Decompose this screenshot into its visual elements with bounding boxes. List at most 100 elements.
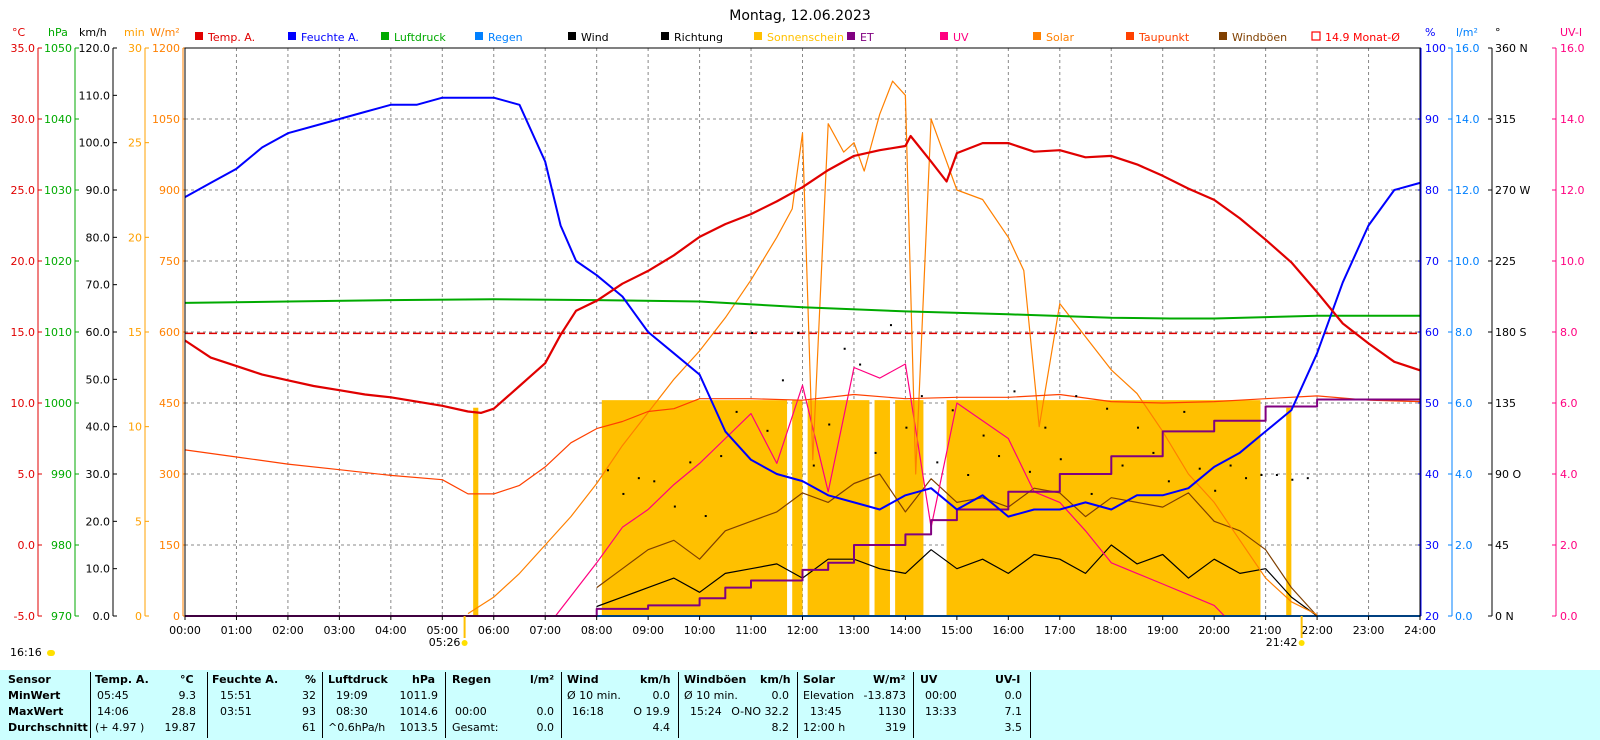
series-line-et [185, 398, 1420, 617]
x-tick-label: 08:00 [581, 624, 613, 637]
pressure-min-time: 19:09 [336, 689, 368, 702]
solar-elevation-label: Elevation [803, 689, 855, 702]
x-tick-label: 01:00 [221, 624, 253, 637]
axis-tick-pressure: 1010 [44, 326, 72, 339]
x-tick-label: 19:00 [1147, 624, 1179, 637]
axis-tick-uvi: 0.0 [1560, 610, 1578, 623]
pressure-avg: 1013.5 [399, 721, 439, 734]
axis-tick-humidity: 100 [1425, 42, 1446, 55]
x-tick-label: 14:00 [890, 624, 922, 637]
axis-tick-temp: 25.0 [11, 184, 36, 197]
axis-tick-humidity: 90 [1425, 113, 1439, 126]
direction-point [766, 429, 769, 432]
wind-avg10: 0.0 [652, 689, 671, 702]
gusts-header: Windböen [684, 673, 747, 686]
axis-tick-rain: 12.0 [1455, 184, 1480, 197]
axis-unit-uvi: UV-I [1560, 26, 1582, 39]
series-line-wind [596, 544, 1318, 617]
direction-point [1075, 395, 1078, 398]
current-time-label: 16:16 [10, 646, 56, 659]
legend-marker [754, 32, 762, 40]
x-tick-label: 06:00 [478, 624, 510, 637]
temp-avg-extra: (+ 4.97 ) [95, 721, 145, 734]
direction-point [653, 480, 656, 483]
axis-tick-humidity: 20 [1425, 610, 1439, 623]
axis-tick-direction: 90 O [1495, 468, 1521, 481]
direction-point [936, 461, 939, 464]
x-tick-label: 09:00 [632, 624, 664, 637]
axis-tick-pressure: 980 [51, 539, 72, 552]
axis-tick-solar: 0 [173, 610, 180, 623]
x-tick-label: 23:00 [1353, 624, 1385, 637]
stats-table: Sensor MinWert MaxWert Durchschnitt Temp… [0, 670, 1600, 740]
series-line-windb-en [596, 473, 1318, 617]
direction-point [735, 410, 738, 413]
sunrise-dot [461, 640, 468, 646]
direction-point [1106, 407, 1109, 410]
gusts-unit: km/h [760, 673, 791, 686]
axis-tick-humidity: 60 [1425, 326, 1439, 339]
pressure-max: 1014.6 [399, 705, 439, 718]
series-line-uv [555, 363, 1225, 617]
stats-divider [561, 672, 562, 738]
solar-avg: 319 [885, 721, 906, 734]
legend-marker [661, 32, 669, 40]
direction-point [1136, 426, 1139, 429]
legend-marker [847, 32, 855, 40]
uv-min-time: 00:00 [925, 689, 957, 702]
axis-tick-sunmin: 15 [128, 326, 142, 339]
x-tick-label: 18:00 [1095, 624, 1127, 637]
axis-tick-temp: 30.0 [11, 113, 36, 126]
axis-tick-sunmin: 20 [128, 231, 142, 244]
weather-chart: Montag, 12.06.2023 Temp. A. Feuchte A. Luf… [11, 8, 1585, 649]
legend-label: Luftdruck [394, 31, 446, 44]
sunshine-bar [895, 400, 924, 616]
axis-tick-wind: 110.0 [79, 89, 111, 102]
solar-header: Solar [803, 673, 836, 686]
axis-unit-pressure: hPa [48, 26, 68, 39]
legend-marker [1311, 31, 1321, 41]
axis-tick-humidity: 40 [1425, 468, 1439, 481]
direction-point [1198, 467, 1201, 470]
direction-point [982, 434, 985, 437]
temp-header: Temp. A. [95, 673, 149, 686]
axis-tick-wind: 10.0 [86, 563, 111, 576]
axis-tick-solar: 1050 [152, 113, 180, 126]
axis-tick-rain: 8.0 [1455, 326, 1473, 339]
x-tick-label: 16:00 [992, 624, 1024, 637]
direction-point [1260, 474, 1263, 476]
axis-tick-solar: 150 [159, 539, 180, 552]
humidity-avg: 61 [302, 721, 316, 734]
axis-tick-sunmin: 0 [135, 610, 142, 623]
x-tick-label: 17:00 [1044, 624, 1076, 637]
legend-label: Richtung [674, 31, 723, 44]
sunshine-bar [807, 400, 870, 616]
sunshine-bar [473, 407, 479, 616]
axis-tick-uvi: 10.0 [1560, 255, 1585, 268]
pressure-header: Luftdruck [328, 673, 388, 686]
stats-divider [913, 672, 914, 738]
axis-tick-uvi: 4.0 [1560, 468, 1578, 481]
axis-tick-uvi: 14.0 [1560, 113, 1585, 126]
legend-marker [195, 32, 203, 40]
uv-unit: UV-I [995, 673, 1021, 686]
x-tick-label: 13:00 [838, 624, 870, 637]
axes: °C hPa km/h min W/m²% l/m² ° UV-I 35.0 30.0 25.0 20… [11, 26, 1585, 623]
axis-unit-direction: ° [1495, 26, 1501, 39]
uv-avg: 3.5 [1004, 721, 1023, 734]
axis-tick-wind: 40.0 [86, 421, 111, 434]
series-line-feuchte-a [184, 96, 1421, 518]
axis-tick-wind: 120.0 [79, 42, 111, 55]
axis-tick-rain: 6.0 [1455, 397, 1473, 410]
row-label-max: MaxWert [8, 705, 64, 718]
pressure-max-time: 08:30 [336, 705, 368, 718]
temp-avg: 19.87 [164, 721, 197, 734]
axis-tick-rain: 10.0 [1455, 255, 1480, 268]
direction-point [720, 455, 723, 458]
direction-point [1183, 410, 1186, 413]
axis-tick-uvi: 12.0 [1560, 184, 1585, 197]
axis-tick-wind: 50.0 [86, 373, 111, 386]
pressure-avg-extra: ^0.6hPa/h [328, 721, 386, 734]
sunset-label: 21:42 [1266, 636, 1298, 649]
legend-label: Taupunkt [1138, 31, 1190, 44]
